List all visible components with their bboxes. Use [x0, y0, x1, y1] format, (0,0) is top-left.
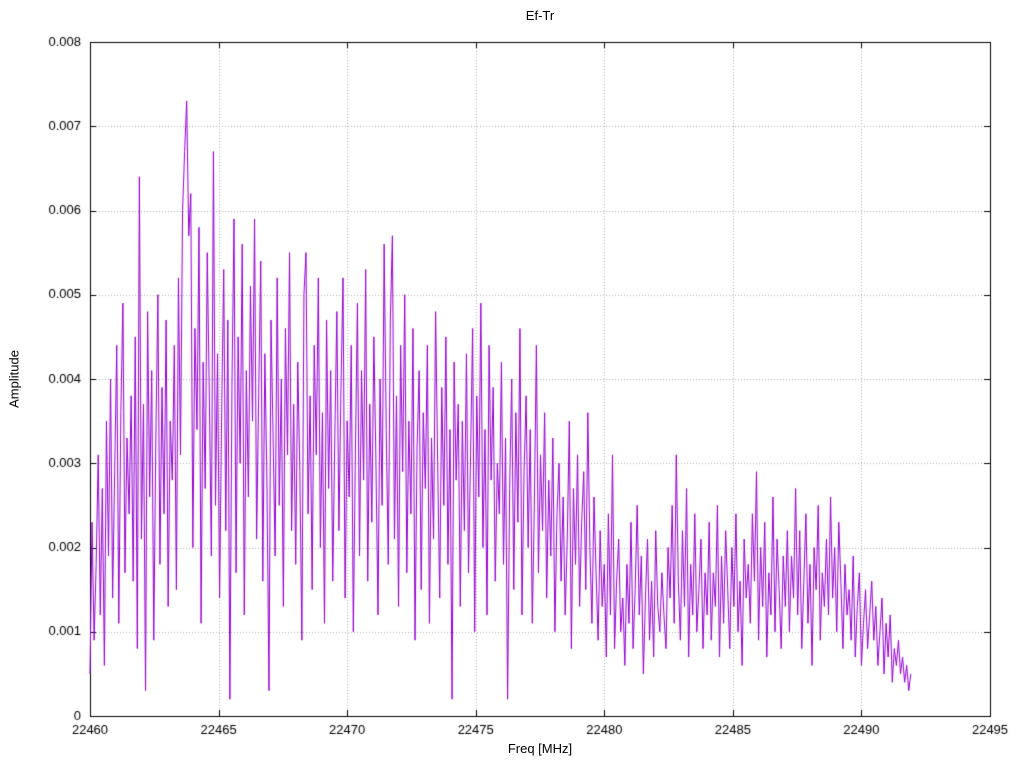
y-axis-label: Amplitude [6, 350, 22, 408]
chart-title: Ef-Tr [525, 8, 555, 23]
x-axis-label: Freq [MHz] [507, 741, 573, 756]
